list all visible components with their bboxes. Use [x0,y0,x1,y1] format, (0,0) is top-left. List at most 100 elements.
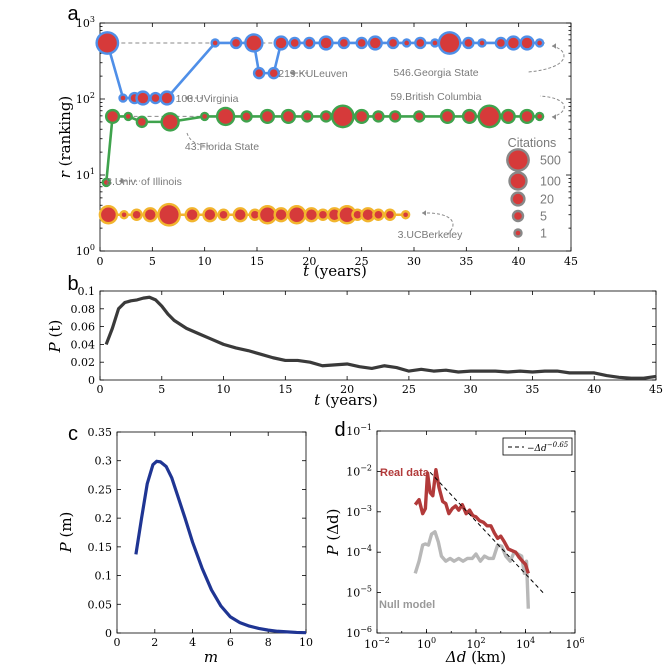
data-point [246,35,262,51]
data-point [290,39,299,47]
data-point [389,39,397,47]
y-tick-label: 10−1 [346,423,372,438]
arrowhead [290,70,294,76]
legend: Citations 500 100 20 5 1 [506,136,561,241]
x-tick-label: 45 [649,383,663,396]
data-point [275,209,287,220]
data-point [159,205,179,225]
data-point [329,209,340,220]
y-tick-label: 0.06 [71,321,96,334]
data-point [251,210,259,219]
x-tick-label: 20 [340,383,354,396]
y-tick-label: 0.05 [88,598,113,611]
y-tick-label: 101 [76,167,95,182]
data-point [537,114,542,119]
data-point [289,207,305,223]
data-point [339,207,355,223]
panel-d: d 10−2 100 102 104 106 10−6 10−5 10−4 10−3 10−2 10−… [324,419,585,666]
arrowhead [185,95,189,101]
y-tick-label: 0 [88,374,95,387]
x-tick-label: 15 [278,383,292,396]
y-tick-label: 100 [76,243,95,258]
data-point [260,207,275,223]
panel-letter-a: a [67,3,79,25]
panel-letter-c: c [68,423,78,445]
data-point [212,40,218,46]
arrowhead [422,210,426,216]
data-point [242,112,251,121]
x-tick-label: 35 [459,255,473,268]
x-tick-label: 30 [407,255,421,268]
x-tick-label: 15 [250,255,264,268]
panel-c: c 0 2 4 6 8 10 0 0.05 0.1 0.15 0.2 0.25 0.3 0.35 m P (m) [57,423,313,666]
series-georgia [95,31,545,106]
series-berkeley [98,202,411,227]
data-point [120,95,126,101]
annotation-arrow [527,45,565,73]
annotation-arrow [539,95,565,118]
annotation: 219.KULeuven [278,68,348,80]
plot-frame [99,290,657,381]
data-point [503,111,514,122]
x-tick-label: 104 [516,636,535,651]
data-point [121,212,127,218]
x-tick-label: 102 [466,636,485,651]
plot-frame [99,22,572,252]
annotation: 59.British Columbia [390,91,481,103]
data-point [537,40,542,46]
data-point [218,109,233,124]
x-tick-label: 25 [402,383,416,396]
y-tick-label: 0.3 [95,455,113,468]
annotation: 3.UCBerkeley [398,229,464,241]
panel-letter-d: d [334,419,345,441]
annotation: 8.Univ. of Illinois [106,176,182,188]
y-tick-label: 0.08 [71,303,96,316]
data-point [322,112,330,121]
data-point [103,180,109,185]
x-tick-label: 20 [302,255,316,268]
data-point [235,209,246,220]
x-tick-label: 35 [525,383,539,396]
legend-marker [514,212,522,220]
series-bc [101,104,545,188]
y-axis-label: r (ranking) [56,96,74,179]
x-axis-label: t (years) [314,391,378,409]
y-tick-label: 0.2 [95,512,113,525]
y-tick-label: 10−4 [346,544,372,559]
data-point [107,111,118,122]
x-tick-label: 4 [189,636,196,649]
legend-label: 20 [540,193,554,207]
data-point [137,92,149,104]
y-axis-label: P (t) [46,320,64,354]
x-tick-label: 0 [114,636,121,649]
data-point [283,111,294,122]
annotation: 546.Georgia State [393,67,478,79]
data-point [415,112,424,121]
x-tick-label: 40 [587,383,601,396]
legend-label: 5 [540,210,547,224]
y-axis-label: P (Δd) [324,508,342,556]
data-point [262,111,273,122]
legend: −Δd−0.65 [502,437,573,456]
data-point [370,37,381,49]
legend-marker [508,150,528,170]
y-tick-label: 0.15 [88,541,113,554]
data-point [357,39,366,47]
legend-title: Citations [508,136,557,150]
data-point [521,37,533,49]
data-point [391,112,399,121]
data-point [305,39,314,47]
data-point [202,114,207,119]
data-point [403,212,408,218]
series-line [134,459,307,635]
x-axis-label: Δd (km) [445,648,506,666]
data-point [416,39,425,47]
panel-letter-b: b [67,273,78,295]
x-tick-label: 10 [299,636,313,649]
y-tick-label: 0 [105,627,112,640]
x-tick-label: 8 [265,636,272,649]
x-tick-label: 5 [158,383,165,396]
x-tick-label: 106 [565,636,584,651]
x-tick-label: 100 [417,636,436,651]
legend-marker [515,230,521,236]
